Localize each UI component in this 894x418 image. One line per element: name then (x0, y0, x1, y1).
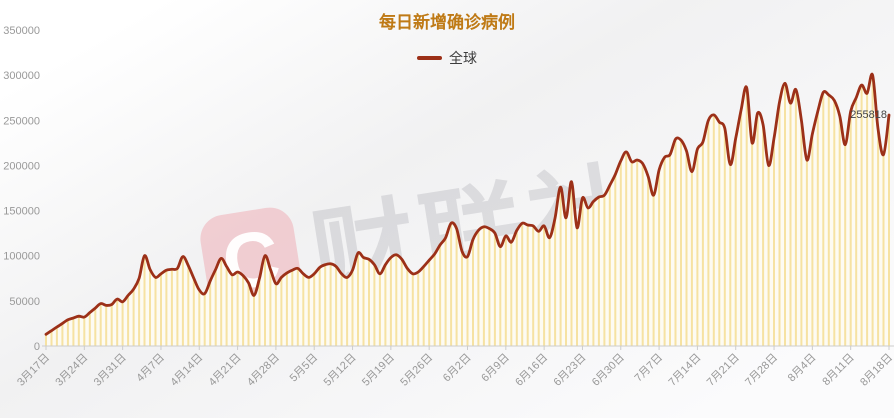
x-axis-label: 8月11日 (820, 352, 856, 388)
x-axis-label: 5月5日 (288, 352, 321, 385)
y-axis-label: 100000 (3, 251, 40, 263)
area-fill (46, 74, 889, 347)
y-axis-label: 350000 (3, 25, 40, 37)
x-axis-label: 3月17日 (15, 352, 52, 389)
x-axis-label: 3月31日 (92, 352, 129, 389)
y-axis-label: 250000 (3, 115, 40, 127)
y-axis-label: 50000 (9, 296, 40, 308)
x-axis-label: 5月12日 (322, 352, 359, 389)
x-axis-label: 5月26日 (398, 352, 435, 389)
x-axis-label: 7月7日 (633, 352, 666, 385)
y-axis-label: 150000 (3, 206, 40, 218)
y-axis-label: 300000 (3, 70, 40, 82)
x-axis-label: 7月21日 (705, 352, 742, 389)
x-axis-label: 4月7日 (134, 352, 167, 385)
x-axis-label: 8月4日 (786, 352, 819, 385)
x-axis-label: 6月30日 (590, 352, 627, 389)
x-axis-label: 4月14日 (168, 352, 205, 389)
y-axis-label: 200000 (3, 160, 40, 172)
last-value-label: 255818 (850, 109, 887, 121)
chart-title: 每日新增确诊病例 (379, 13, 515, 32)
legend[interactable]: 全球 (0, 48, 894, 68)
x-axis-label: 5月19日 (360, 352, 397, 389)
y-axis-label: 0 (34, 341, 40, 353)
x-axis-label: 4月21日 (207, 352, 244, 389)
x-axis-label: 6月16日 (513, 352, 550, 389)
x-axis-label: 6月9日 (479, 352, 512, 385)
x-axis-label: 7月28日 (743, 352, 780, 389)
x-axis-label: 8月18日 (858, 352, 894, 389)
x-axis-label: 3月24日 (53, 352, 90, 389)
x-axis-label: 4月28日 (245, 352, 282, 389)
x-axis-label: 6月23日 (552, 352, 589, 389)
x-axis-label: 7月14日 (667, 352, 704, 389)
series-line-global (44, 72, 891, 336)
legend-line-marker (417, 56, 442, 60)
x-axis-label: 6月2日 (441, 352, 474, 385)
legend-label: 全球 (449, 50, 477, 66)
